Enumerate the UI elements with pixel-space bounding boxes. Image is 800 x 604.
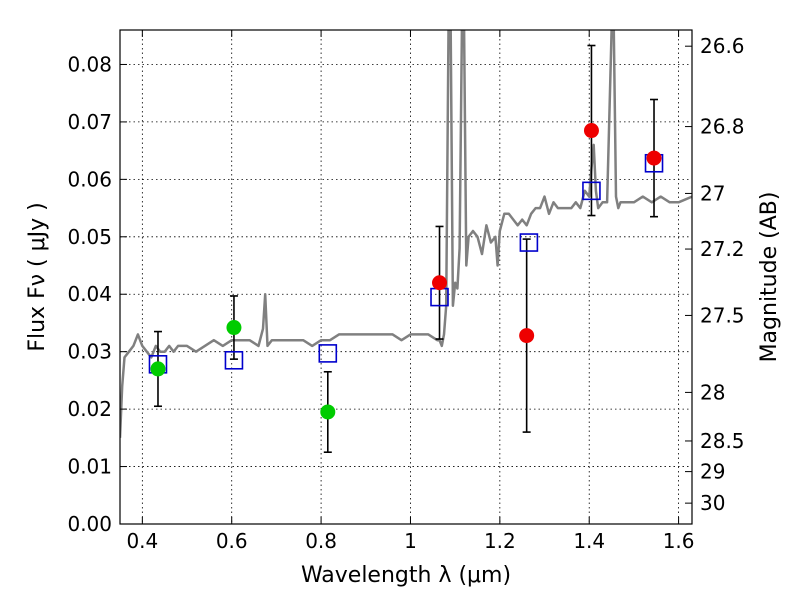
y-tick-label: 0.06: [67, 167, 112, 191]
right-axis-label: Magnitude (AB): [757, 192, 782, 363]
grid: [120, 30, 692, 525]
x-tick-label: 0.4: [126, 529, 158, 553]
mag-tick-label: 27.2: [700, 237, 745, 261]
y-axis-label: Flux Fν ( μJy ): [25, 202, 50, 351]
observed-flux-point: [432, 275, 448, 291]
y-tick-label: 0.00: [67, 512, 112, 536]
x-tick-label: 0.6: [216, 529, 248, 553]
model-photometry-point: [519, 233, 539, 252]
mag-tick-label: 29: [700, 460, 725, 484]
y-tick-label: 0.03: [67, 340, 112, 364]
model-photometry-point: [224, 350, 244, 370]
plot-frame: [119, 29, 693, 525]
observed-flux-point: [519, 328, 535, 344]
plot-area: [120, 30, 692, 453]
axes-ticks: 0.4 0.6 0.8 1 1.2 1.4 1.6 0.00 0.01 0.02 0.03 0.04 0…: [67, 30, 745, 553]
mag-tick-label: 30: [700, 491, 725, 515]
mag-tick-label: 27.5: [700, 303, 745, 327]
y-tick-label: 0.07: [67, 110, 112, 134]
x-tick-label: 0.8: [305, 529, 337, 553]
observed-flux-point: [226, 320, 242, 336]
observed-flux-point: [150, 361, 166, 377]
mag-tick-label: 26.8: [700, 115, 745, 139]
x-axis-label: Wavelength λ (μm): [301, 563, 511, 588]
observed-flux-point: [583, 123, 599, 139]
y-tick-label: 0.04: [67, 282, 112, 306]
x-tick-label: 1.6: [663, 529, 695, 553]
x-tick-label: 1.2: [484, 529, 516, 553]
y-tick-label: 0.08: [67, 52, 112, 76]
model-spectrum-line: [120, 30, 692, 438]
mag-tick-label: 27: [700, 181, 725, 205]
model-photometry-point: [582, 181, 601, 201]
y-tick-label: 0.05: [67, 225, 112, 249]
observed-flux-point: [646, 150, 662, 166]
observed-flux-point: [320, 404, 336, 420]
x-tick-label: 1.4: [573, 529, 605, 553]
x-tick-label: 1: [404, 529, 417, 553]
data-clip-group: [120, 30, 692, 453]
mag-tick-label: 28: [700, 380, 725, 404]
y-tick-label: 0.02: [67, 397, 112, 421]
y-tick-label: 0.01: [67, 455, 112, 479]
mag-tick-label: 26.6: [700, 34, 745, 58]
model-photometry-point: [318, 344, 338, 363]
mag-tick-label: 28.5: [700, 429, 745, 453]
